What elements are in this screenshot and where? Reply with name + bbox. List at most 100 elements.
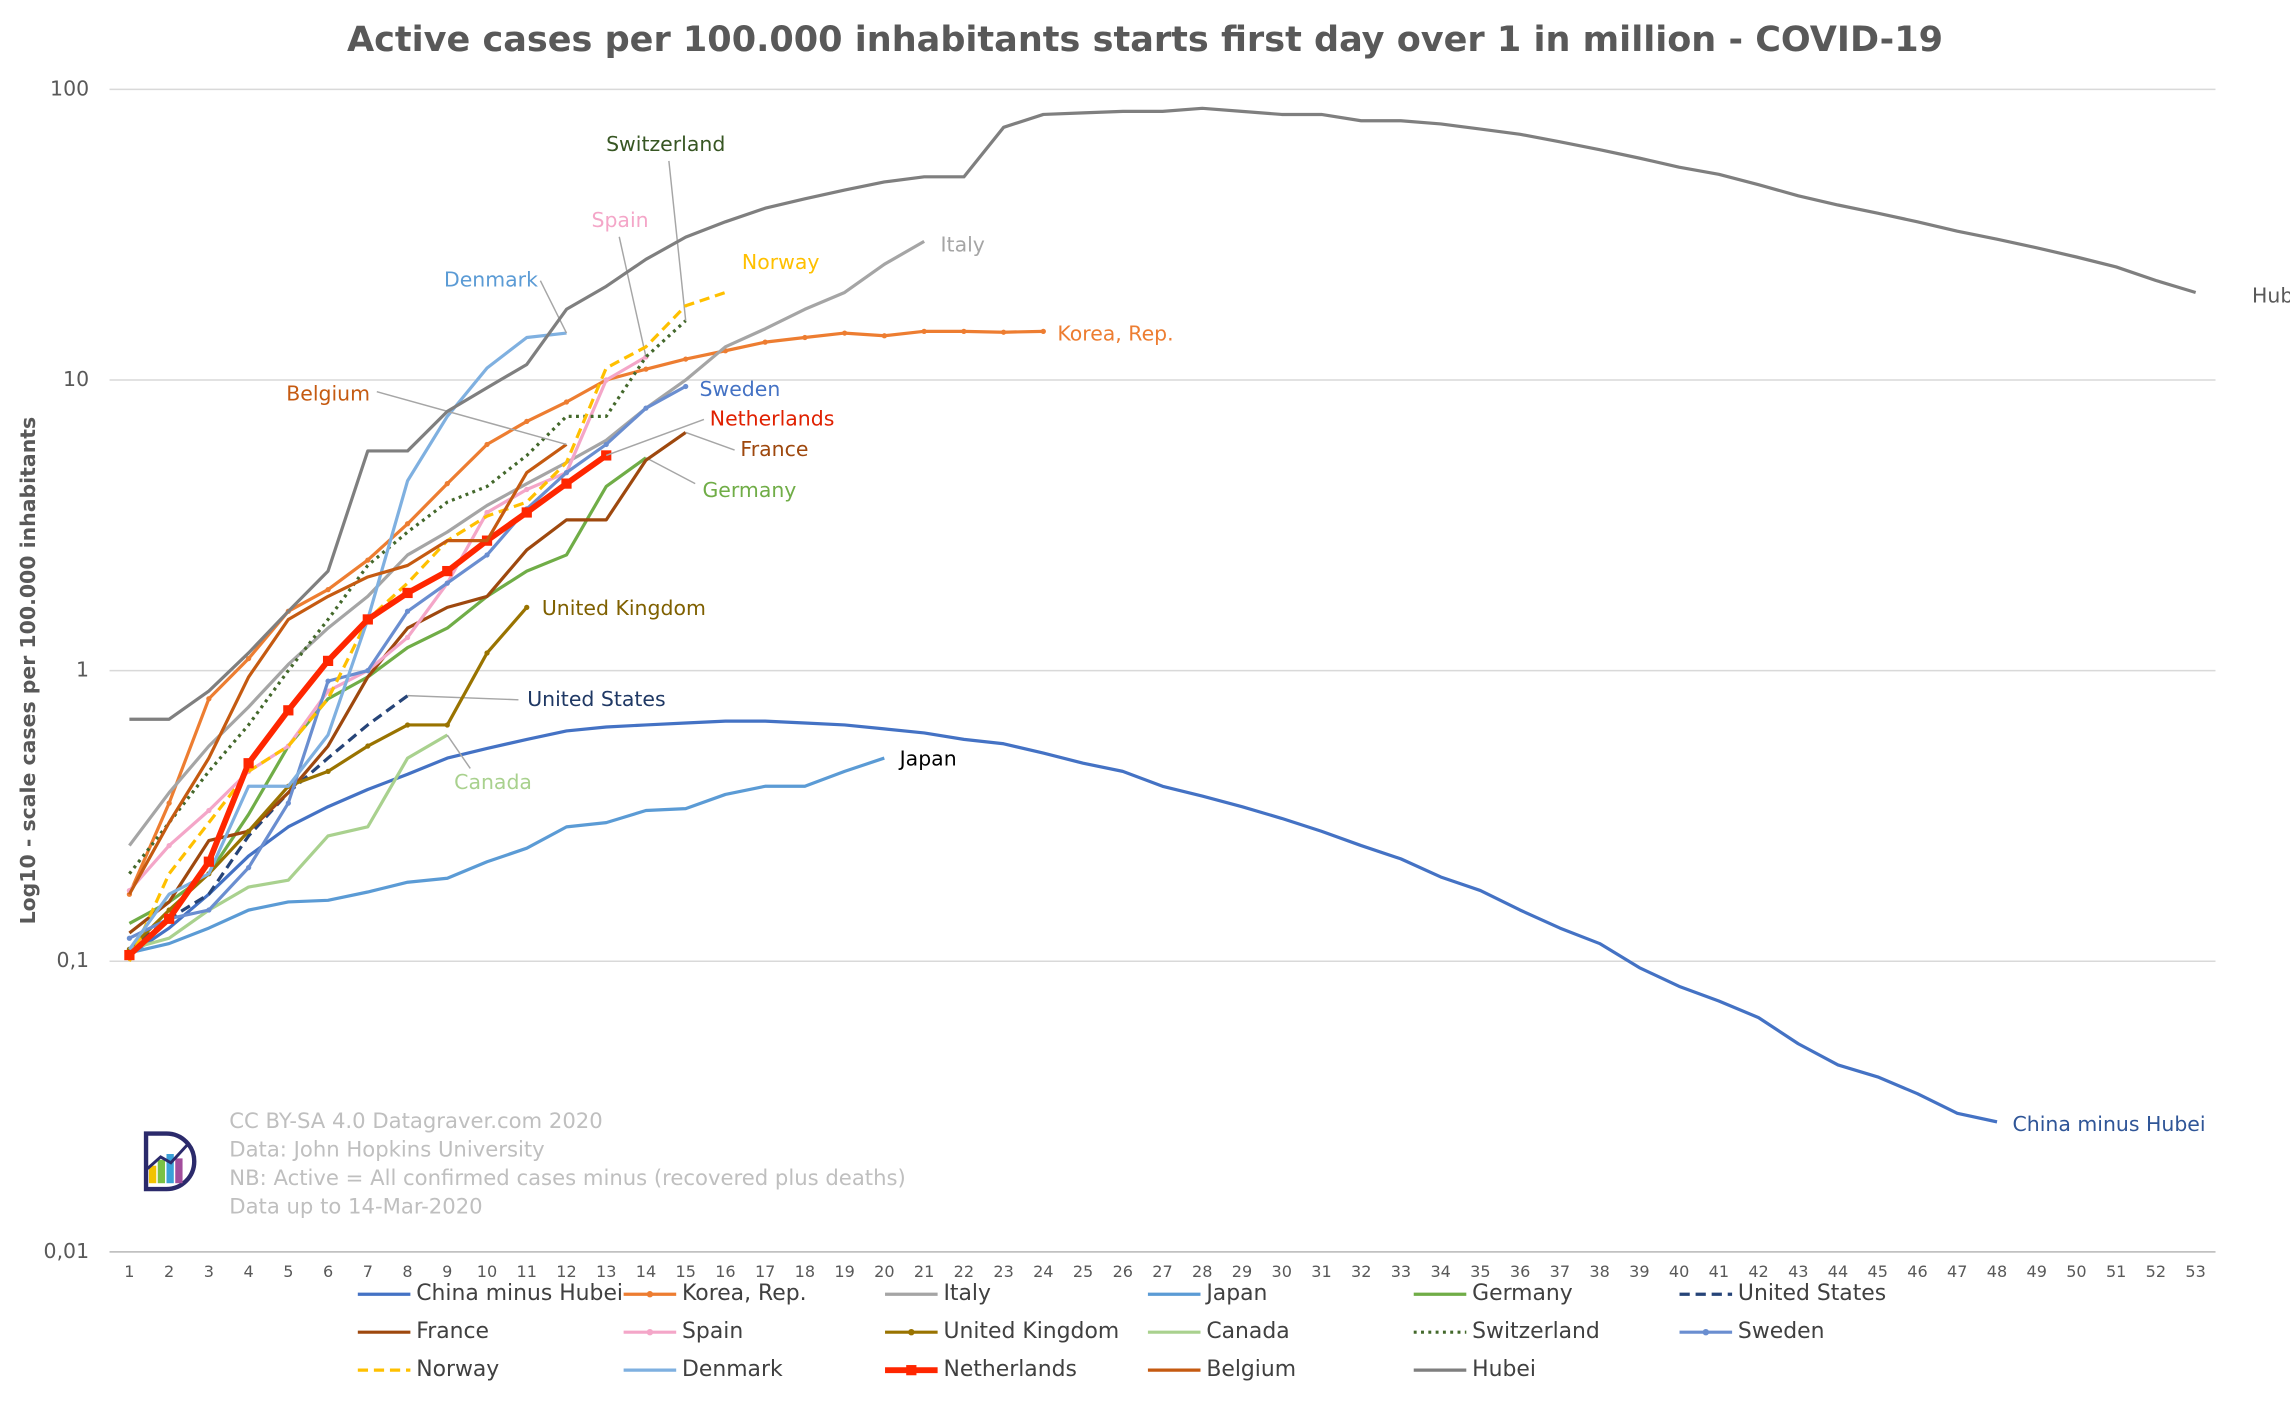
marker <box>683 356 689 362</box>
x-tick-label: 9 <box>442 1262 452 1281</box>
x-tick-label: 44 <box>1828 1262 1848 1281</box>
legend-label: Spain <box>682 1319 743 1344</box>
series-end-label: Netherlands <box>710 406 835 430</box>
note: NB: Active = All confirmed cases minus (… <box>229 1165 905 1190</box>
series <box>128 431 687 935</box>
marker <box>521 507 532 518</box>
x-tick-label: 18 <box>795 1262 815 1281</box>
series <box>129 106 2197 721</box>
x-tick-label: 39 <box>1629 1262 1649 1281</box>
series-end-label: Italy <box>941 233 985 257</box>
leader-line <box>685 431 735 451</box>
series-end-label: China minus Hubei <box>2013 1112 2206 1136</box>
series <box>128 331 567 951</box>
logo-bar <box>148 1165 157 1184</box>
legend-label: Denmark <box>682 1357 783 1382</box>
marker <box>802 334 808 341</box>
y-tick-label: 100 <box>50 76 89 100</box>
x-tick-label: 2 <box>164 1262 174 1281</box>
series-end-label: Denmark <box>444 268 538 292</box>
series-end-label: Spain <box>591 208 648 232</box>
series <box>129 756 885 955</box>
x-tick-label: 31 <box>1311 1262 1331 1281</box>
x-tick-label: 13 <box>596 1262 616 1281</box>
marker <box>206 907 212 913</box>
x-tick-label: 1 <box>124 1262 134 1281</box>
x-tick-label: 19 <box>834 1262 854 1281</box>
marker <box>1000 329 1007 335</box>
x-tick-label: 53 <box>2185 1262 2205 1281</box>
series-line <box>128 431 687 935</box>
x-tick-label: 28 <box>1192 1262 1212 1281</box>
series-line <box>127 443 568 895</box>
marker <box>444 580 450 586</box>
x-tick-label: 45 <box>1868 1262 1888 1281</box>
marker <box>484 650 490 656</box>
x-tick-label: 49 <box>2026 1262 2046 1281</box>
x-tick-label: 48 <box>1987 1262 2007 1281</box>
series-end-label: United States <box>527 687 665 711</box>
x-tick-label: 34 <box>1430 1262 1450 1281</box>
marker <box>643 405 649 411</box>
y-tick-label: 10 <box>63 367 89 391</box>
marker <box>325 586 331 593</box>
x-tick-label: 46 <box>1907 1262 1927 1281</box>
logo-bar <box>157 1159 166 1184</box>
x-tick-label: 20 <box>874 1262 894 1281</box>
marker <box>484 509 490 516</box>
x-tick-label: 6 <box>323 1262 333 1281</box>
marker <box>325 678 331 684</box>
marker <box>322 655 334 666</box>
series <box>128 694 409 951</box>
series <box>128 456 647 925</box>
marker <box>245 864 252 871</box>
y-tick-label: 0,1 <box>57 948 90 972</box>
series <box>128 733 449 951</box>
marker <box>404 521 411 527</box>
marker <box>164 913 175 924</box>
legend-label: Norway <box>416 1357 499 1382</box>
x-tick-label: 36 <box>1510 1262 1530 1281</box>
x-tick-label: 10 <box>477 1262 497 1281</box>
x-tick-label: 5 <box>283 1262 293 1281</box>
marker <box>404 608 411 614</box>
x-tick-label: 26 <box>1113 1262 1133 1281</box>
leader-line <box>618 236 647 358</box>
marker <box>961 328 967 334</box>
marker <box>603 377 609 383</box>
marker <box>444 480 450 487</box>
marker <box>484 441 490 448</box>
legend-label: Netherlands <box>943 1357 1076 1382</box>
series-line <box>128 355 647 892</box>
marker <box>166 800 172 806</box>
marker <box>921 328 927 334</box>
marker <box>124 949 135 961</box>
x-tick-label: 27 <box>1152 1262 1172 1281</box>
series <box>128 719 1998 1124</box>
marker <box>365 667 371 674</box>
marker <box>404 634 411 641</box>
marker <box>563 399 570 405</box>
series <box>128 239 925 847</box>
legend-label: France <box>416 1319 489 1344</box>
series-end-label: Hubei <box>2252 284 2290 308</box>
series-end-label: Germany <box>702 478 796 502</box>
x-tick-label: 33 <box>1391 1262 1411 1281</box>
leader-line <box>539 280 568 334</box>
series-end-label: Japan <box>898 747 957 771</box>
x-tick-label: 43 <box>1788 1262 1808 1281</box>
logo-bar <box>175 1158 183 1184</box>
marker <box>365 743 371 749</box>
x-tick-label: 52 <box>2146 1262 2166 1281</box>
legend-label: Germany <box>1472 1281 1573 1306</box>
marker <box>524 418 530 425</box>
series <box>126 383 689 941</box>
x-tick-label: 25 <box>1073 1262 1093 1281</box>
marker <box>484 552 490 558</box>
marker <box>166 842 172 849</box>
legend-marker <box>906 1365 917 1376</box>
x-tick-label: 11 <box>517 1262 537 1281</box>
marker <box>245 655 252 662</box>
marker <box>206 807 212 814</box>
